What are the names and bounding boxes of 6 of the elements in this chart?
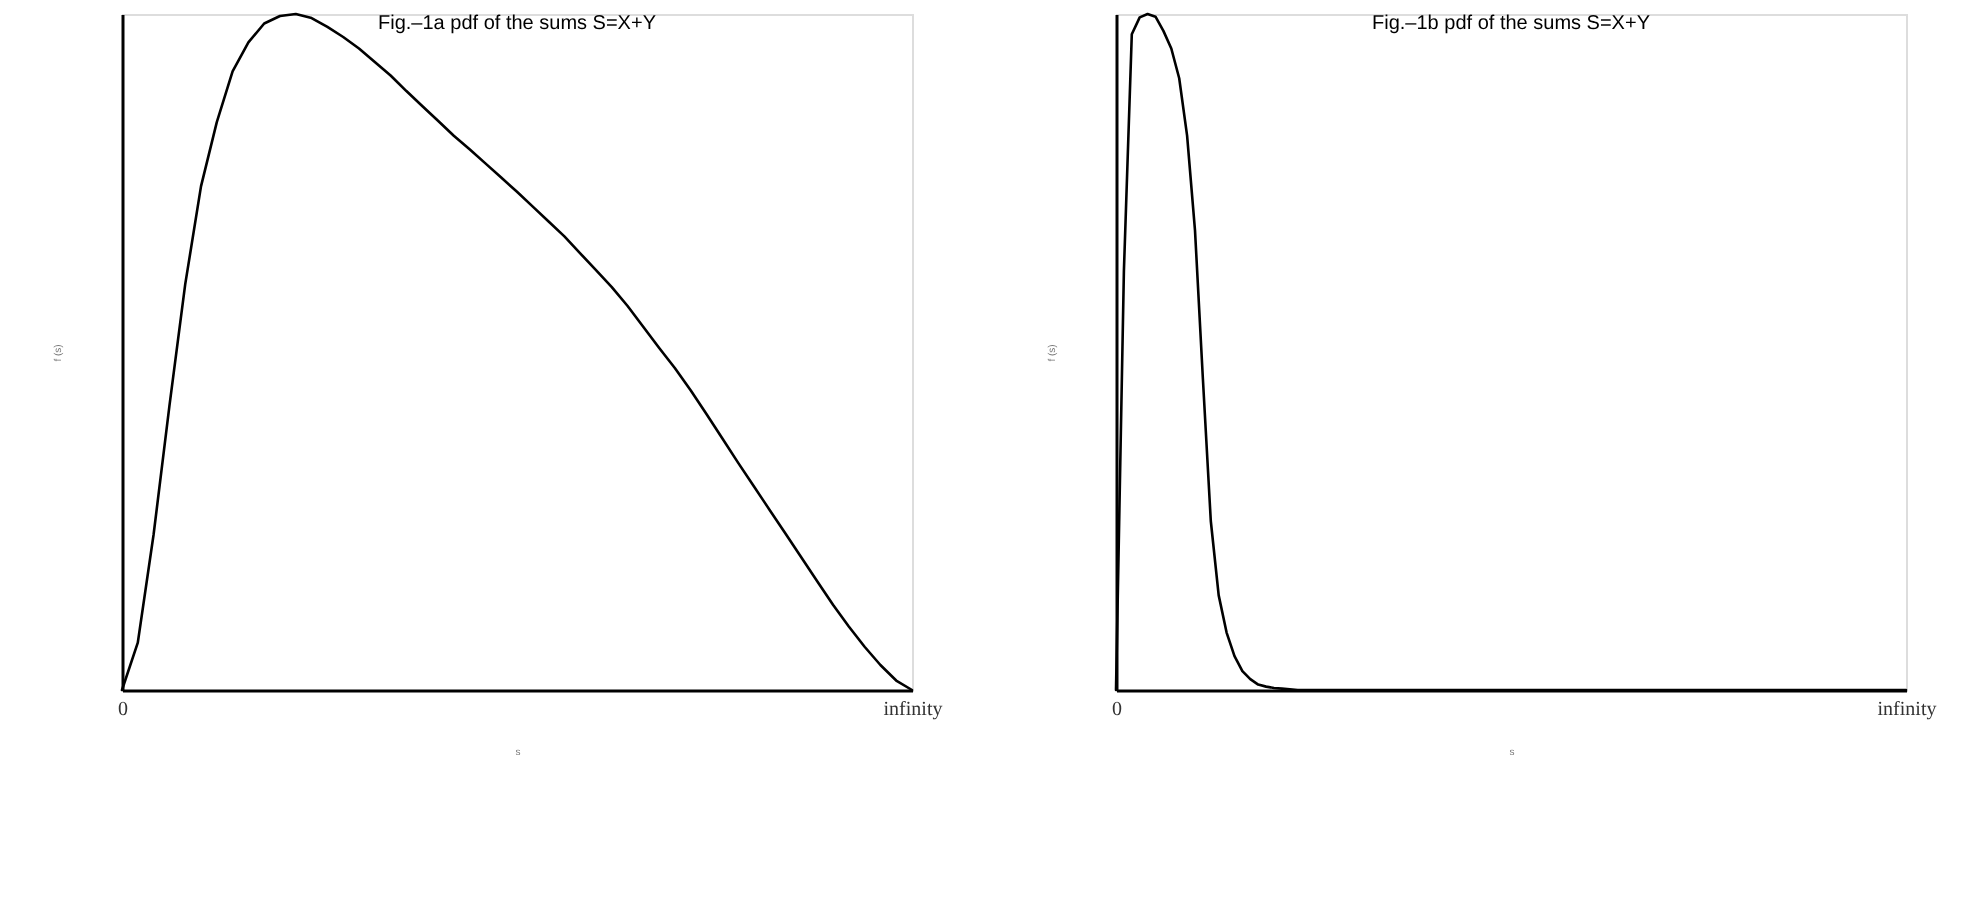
- x-tick-label: infinity: [883, 699, 943, 721]
- chart-title: Fig.–1a pdf of the sums S=X+Y: [378, 12, 657, 35]
- x-tick-label: 0: [1112, 699, 1122, 721]
- x-tick-label: 0: [118, 699, 128, 721]
- chart-title: Fig.–1b pdf of the sums S=X+Y: [1372, 12, 1651, 35]
- x-tick-label: infinity: [1877, 699, 1937, 721]
